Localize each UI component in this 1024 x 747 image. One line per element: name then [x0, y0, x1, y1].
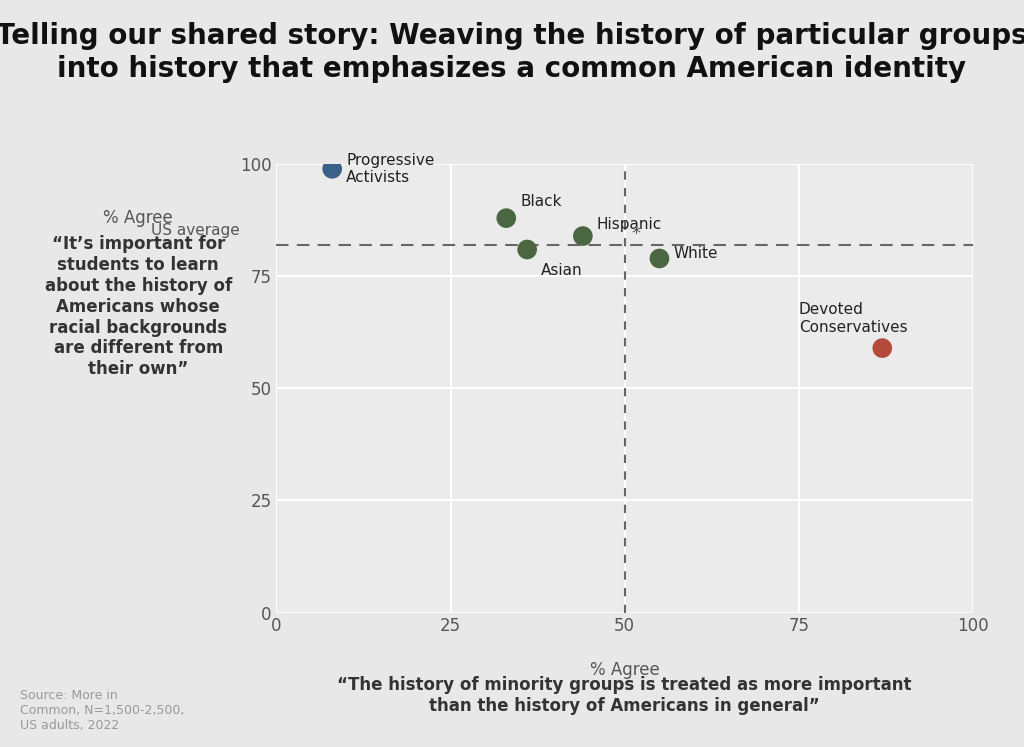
Text: Asian: Asian [541, 263, 583, 278]
Text: % Agree: % Agree [103, 209, 173, 227]
Point [651, 252, 668, 264]
Text: *: * [632, 225, 641, 243]
Point [519, 244, 536, 255]
Point [874, 342, 891, 354]
Text: Source: More in
Common, N=1,500-2,500,
US adults, 2022: Source: More in Common, N=1,500-2,500, U… [20, 689, 185, 732]
Text: US average: US average [152, 223, 240, 238]
Text: Progressive
Activists: Progressive Activists [346, 152, 434, 185]
Point [574, 230, 591, 242]
Text: “It’s important for
students to learn
about the history of
Americans whose
racia: “It’s important for students to learn ab… [45, 235, 231, 378]
Text: Devoted
Conservatives: Devoted Conservatives [799, 303, 907, 335]
Text: Black: Black [520, 194, 562, 209]
Text: Hispanic: Hispanic [597, 217, 663, 232]
Text: “The history of minority groups is treated as more important
than the history of: “The history of minority groups is treat… [337, 676, 912, 715]
Point [498, 212, 514, 224]
Text: Telling our shared story: Weaving the history of particular groups
into history : Telling our shared story: Weaving the hi… [0, 22, 1024, 83]
Point [324, 163, 340, 175]
Text: % Agree: % Agree [590, 661, 659, 679]
Text: White: White [674, 247, 718, 261]
